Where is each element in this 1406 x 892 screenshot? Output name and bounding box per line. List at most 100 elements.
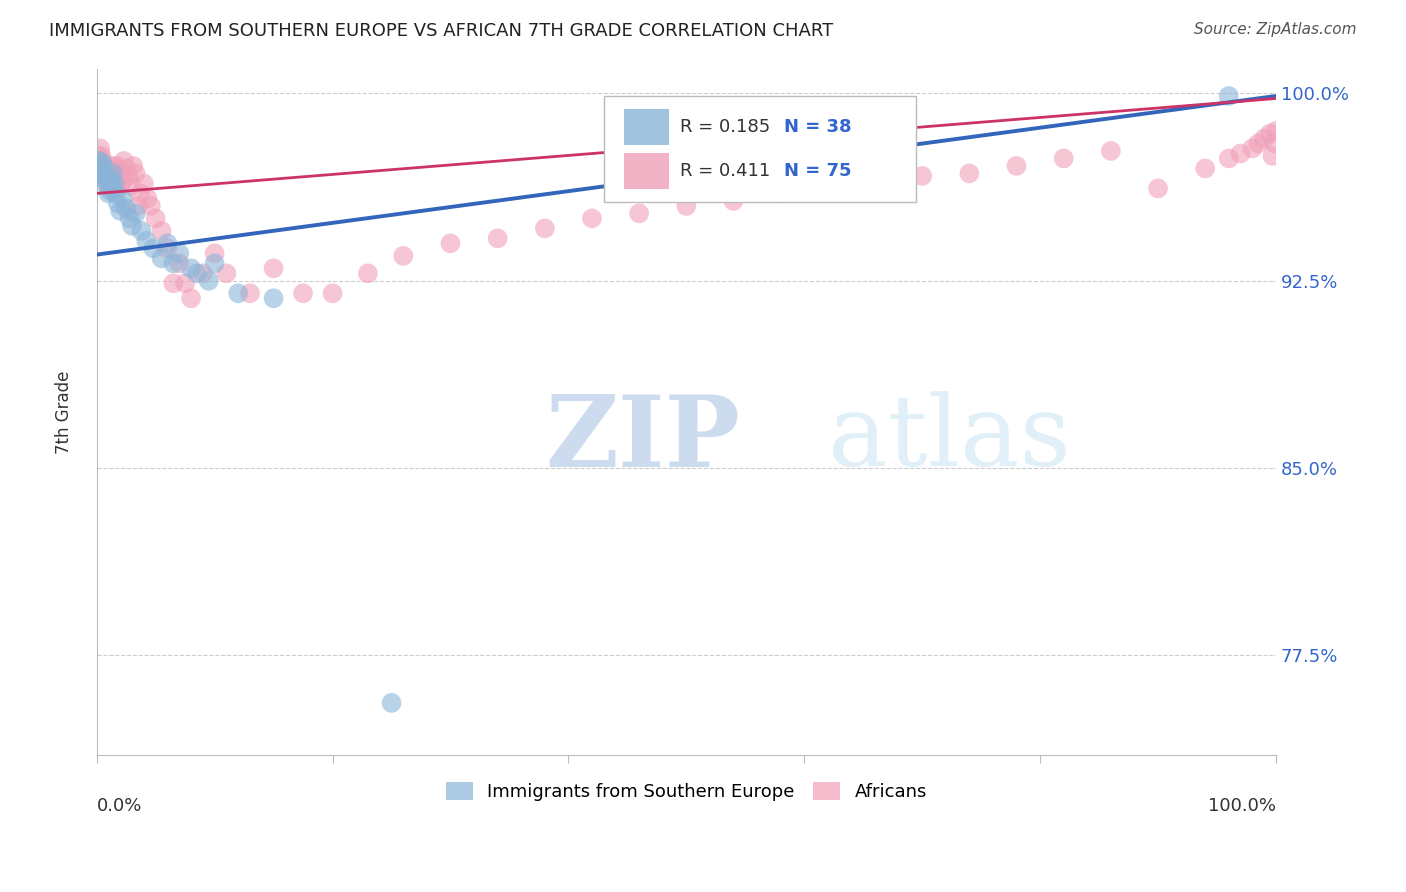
Point [204,256,226,270]
Point [107,196,129,211]
Point [94,169,117,183]
Point [118,211,141,226]
Point [911,169,934,183]
Point [94,169,117,183]
Point [104,186,127,201]
Point [1264,136,1286,151]
Point [357,266,380,280]
Point [1218,89,1240,103]
Point [120,178,142,193]
Point [322,286,344,301]
Point [1147,181,1170,195]
Point [180,261,202,276]
Point [103,166,125,180]
Point [107,166,129,180]
Point [108,171,131,186]
Point [439,236,461,251]
Point [533,221,555,235]
Point [132,177,155,191]
Point [87,153,110,168]
Point [1253,131,1275,145]
Text: IMMIGRANTS FROM SOUTHERN EUROPE VS AFRICAN 7TH GRADE CORRELATION CHART: IMMIGRANTS FROM SOUTHERN EUROPE VS AFRIC… [49,22,834,40]
Point [145,211,167,226]
Point [1005,159,1028,173]
Point [156,241,179,255]
Point [486,231,509,245]
Point [197,274,219,288]
Point [96,174,118,188]
Point [186,266,208,280]
Point [98,171,121,186]
Point [263,291,285,305]
FancyBboxPatch shape [624,110,669,145]
Point [90,164,112,178]
Point [87,156,110,170]
Point [110,178,132,193]
Point [96,178,118,193]
Point [817,178,839,193]
Point [1229,146,1251,161]
Point [723,194,745,208]
Point [122,159,145,173]
Point [110,169,132,183]
Text: Source: ZipAtlas.com: Source: ZipAtlas.com [1194,22,1357,37]
Point [135,234,157,248]
FancyBboxPatch shape [603,96,917,202]
Point [1099,144,1122,158]
Text: 7th Grade: 7th Grade [55,370,73,454]
Point [156,236,179,251]
Point [97,178,120,193]
Text: atlas: atlas [828,392,1070,487]
Point [103,166,125,180]
Point [110,203,132,218]
Point [90,149,112,163]
Point [162,277,184,291]
Point [957,166,980,180]
Text: R = 0.185: R = 0.185 [681,119,770,136]
Point [380,696,402,710]
FancyBboxPatch shape [624,153,669,189]
Text: 0.0%: 0.0% [97,797,142,814]
Point [167,246,190,260]
Text: N = 75: N = 75 [785,162,852,180]
Point [101,177,124,191]
Point [121,219,143,233]
Point [111,191,134,205]
Point [1241,141,1264,155]
Point [115,202,138,216]
Point [101,177,124,191]
Point [167,256,190,270]
Point [180,291,202,305]
Point [150,252,173,266]
Point [97,186,120,201]
Point [91,156,114,170]
Point [112,153,135,168]
Point [98,161,121,176]
Point [139,199,162,213]
Point [124,166,146,180]
Point [94,174,117,188]
Point [1265,124,1288,138]
Point [93,161,115,176]
Point [124,206,146,220]
Point [115,161,138,176]
Point [392,249,415,263]
Point [628,206,651,220]
Text: ZIP: ZIP [544,391,740,488]
Point [1218,152,1240,166]
Point [131,224,153,238]
Point [93,159,115,173]
Point [226,286,249,301]
Point [91,153,114,168]
Point [105,159,128,173]
Point [239,286,262,301]
Point [89,159,111,173]
Text: N = 38: N = 38 [785,119,852,136]
Point [204,246,226,260]
Point [100,184,122,198]
Point [127,199,149,213]
Text: 100.0%: 100.0% [1208,797,1277,814]
Point [150,224,173,238]
Point [263,261,285,276]
Point [111,174,134,188]
